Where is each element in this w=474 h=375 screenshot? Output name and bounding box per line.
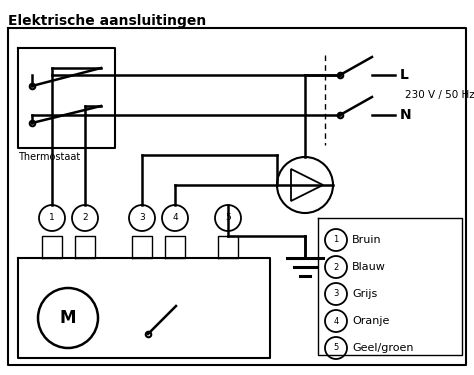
Text: 230 V / 50 Hz: 230 V / 50 Hz: [405, 90, 474, 100]
Text: 3: 3: [333, 290, 339, 298]
Circle shape: [39, 205, 65, 231]
Circle shape: [162, 205, 188, 231]
Text: Geel/groen: Geel/groen: [352, 343, 413, 353]
Text: 3: 3: [139, 213, 145, 222]
Circle shape: [215, 205, 241, 231]
Circle shape: [325, 337, 347, 359]
Text: 2: 2: [333, 262, 338, 272]
Text: Grijs: Grijs: [352, 289, 377, 299]
Text: Elektrische aansluitingen: Elektrische aansluitingen: [8, 14, 206, 28]
Text: 4: 4: [333, 316, 338, 326]
Text: 5: 5: [333, 344, 338, 352]
Text: Oranje: Oranje: [352, 316, 389, 326]
Text: 4: 4: [172, 213, 178, 222]
Circle shape: [325, 310, 347, 332]
Text: M: M: [60, 309, 76, 327]
Circle shape: [325, 283, 347, 305]
Circle shape: [72, 205, 98, 231]
Text: Blauw: Blauw: [352, 262, 386, 272]
Text: L: L: [400, 68, 409, 82]
Text: 1: 1: [49, 213, 55, 222]
Text: N: N: [400, 108, 411, 122]
Text: 1: 1: [333, 236, 338, 244]
Text: Thermostaat: Thermostaat: [18, 152, 80, 162]
Text: 2: 2: [82, 213, 88, 222]
Text: 5: 5: [225, 213, 231, 222]
Circle shape: [325, 256, 347, 278]
Circle shape: [129, 205, 155, 231]
Text: Bruin: Bruin: [352, 235, 382, 245]
Circle shape: [325, 229, 347, 251]
